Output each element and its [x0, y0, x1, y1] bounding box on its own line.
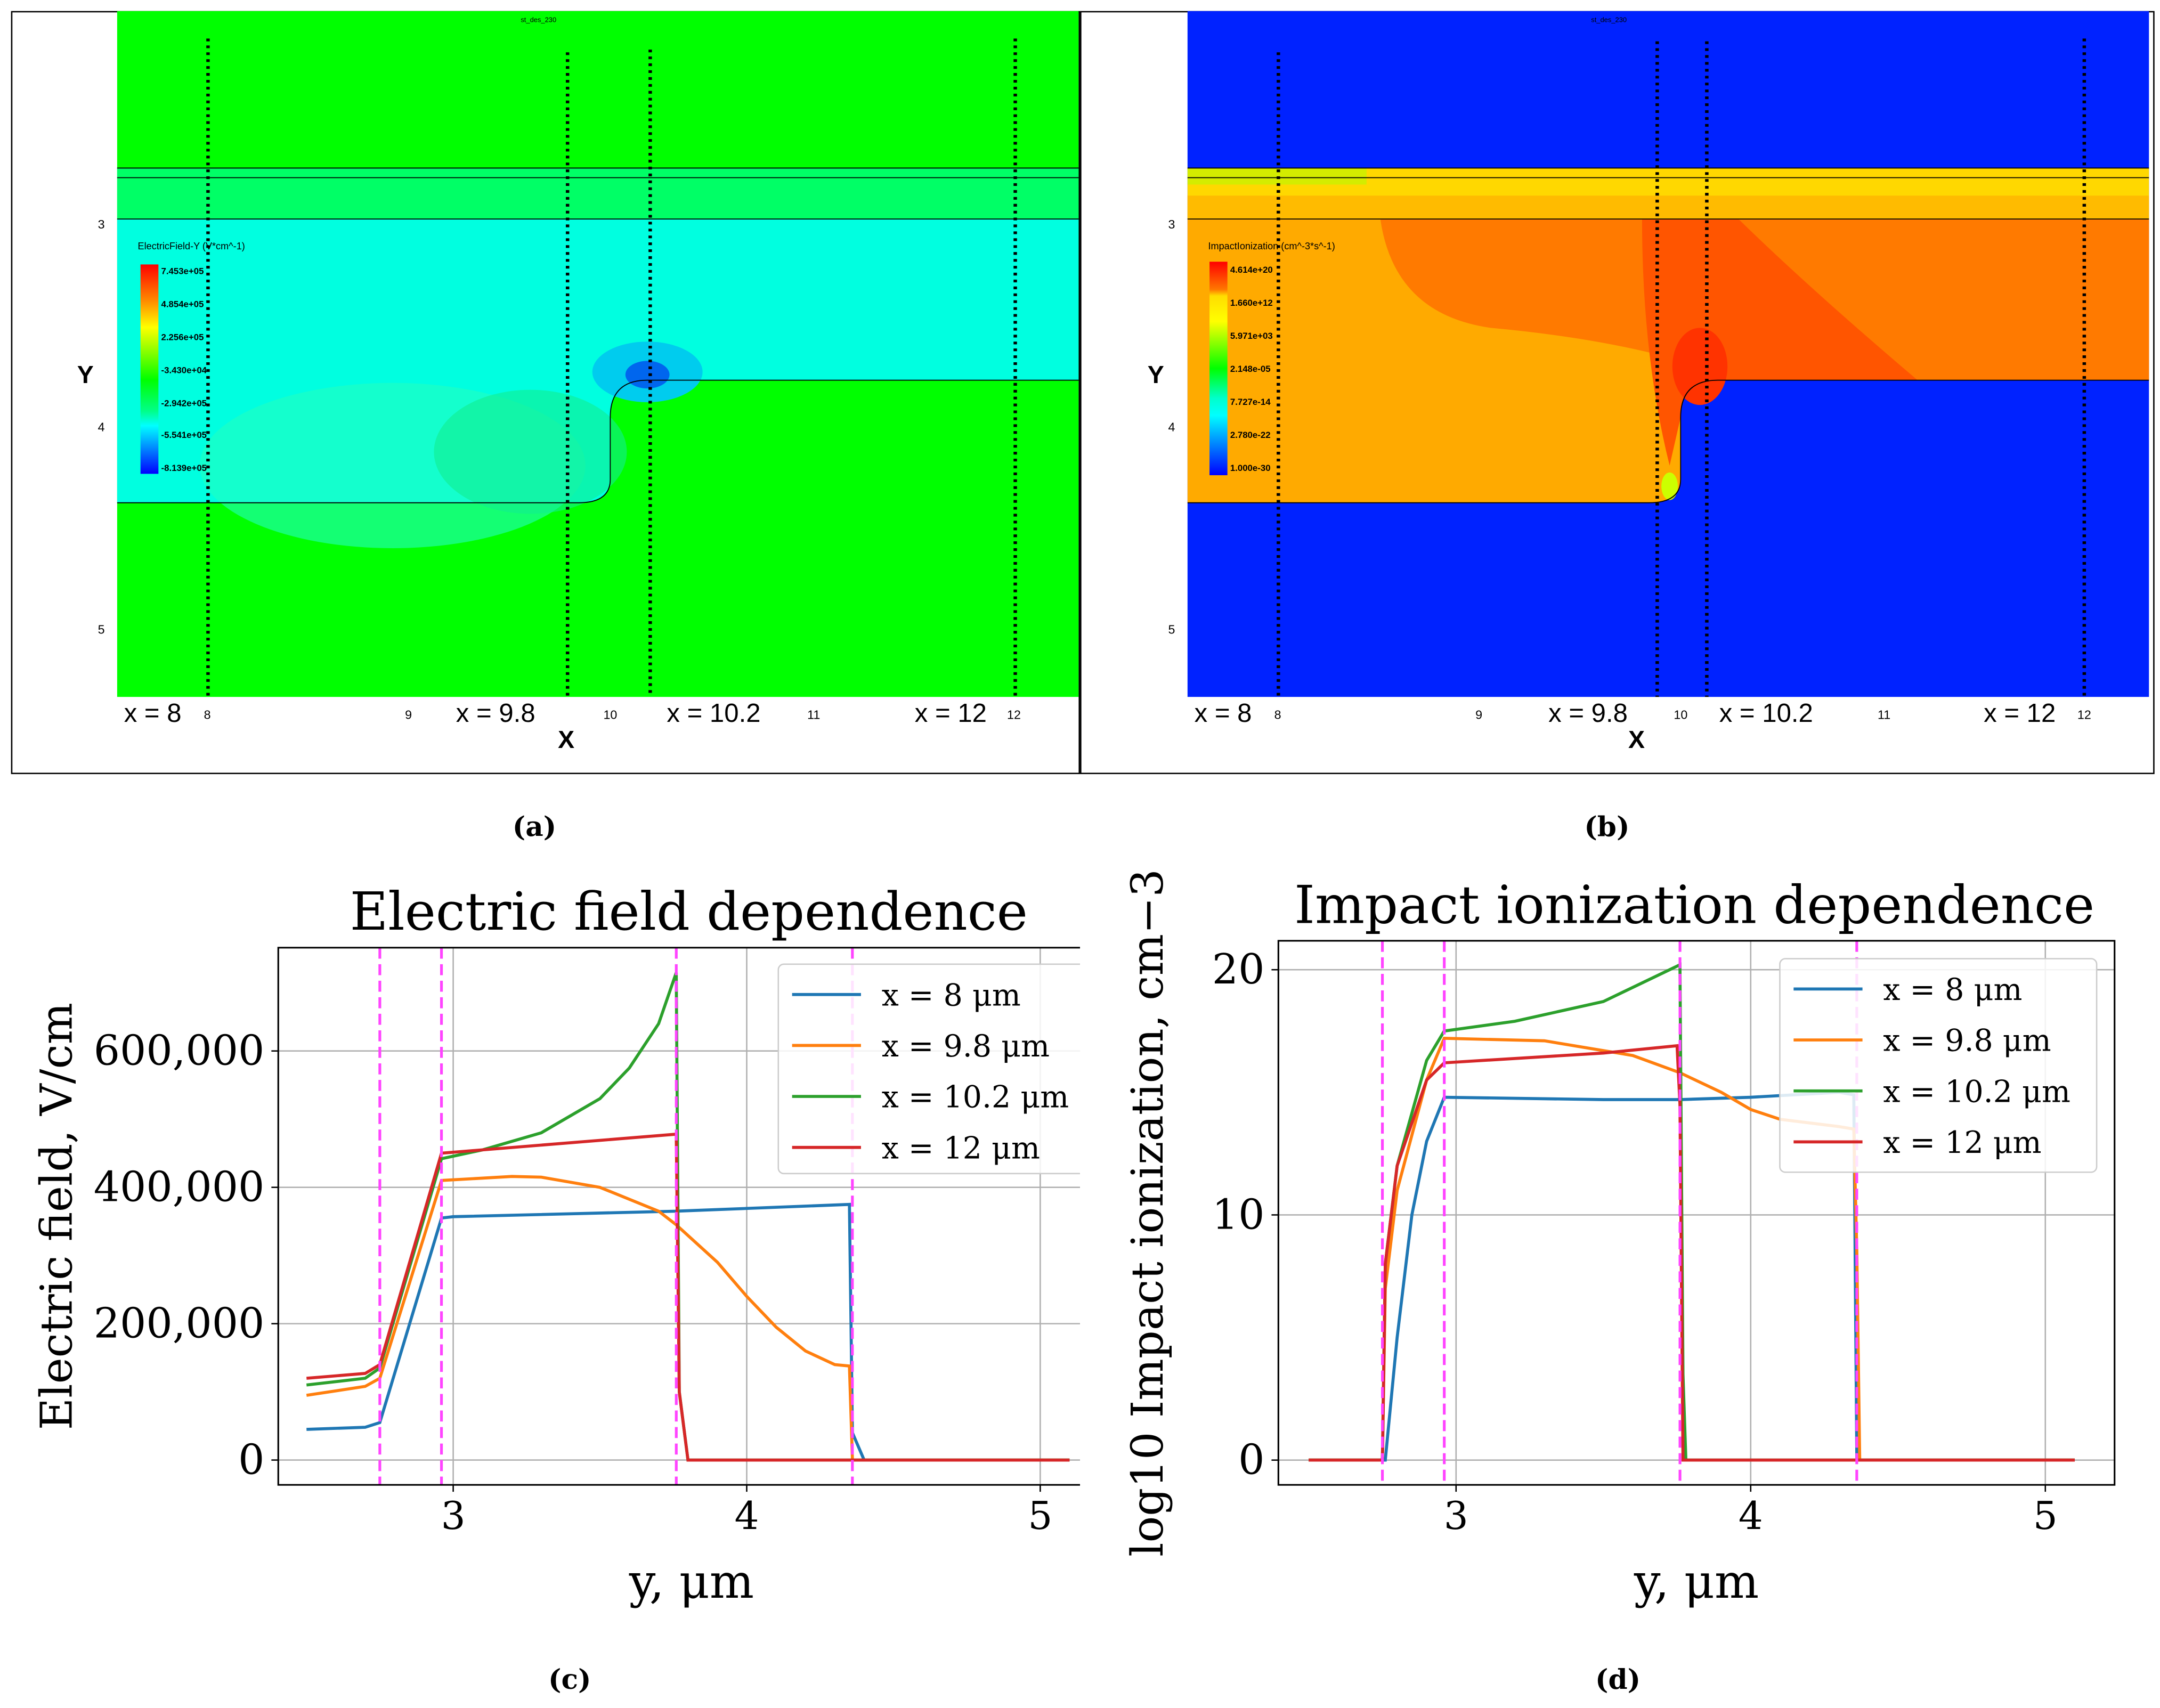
legend-box	[777, 963, 1081, 1175]
x-tick: 9	[405, 707, 412, 722]
legend-value: 1.000e-30	[1230, 464, 1271, 474]
axes-frame	[277, 947, 1081, 1486]
x-axis-label: X	[558, 726, 575, 754]
y-axis-label: Y	[77, 361, 94, 389]
x-tick: 12	[2077, 707, 2091, 722]
legend-value: 2.256e+05	[161, 333, 204, 343]
chart-title: Impact ionization dependence	[1294, 875, 2094, 936]
legend-value: -8.139e+05	[161, 464, 207, 474]
x-tick: 11	[807, 707, 821, 722]
legend-label: x = 10.2 μm	[1883, 1074, 2070, 1109]
x-axis-label: y, μm	[629, 1554, 754, 1609]
legend-value: -3.430e+04	[161, 366, 207, 376]
legend-label: x = 8 μm	[882, 978, 1021, 1013]
chart-electric-field: 3 4 5 0 200,000 400,000 600,000 Electric field …	[30, 882, 1081, 1609]
y-axis-label: log10 Impact ionization, cm−3	[1122, 869, 1173, 1557]
legend-value: 2.148e-05	[1230, 365, 1271, 375]
y-tick-label: 0	[238, 1436, 264, 1484]
legend-label: x = 12 μm	[882, 1130, 1040, 1166]
panel-b-colorbar	[1209, 262, 1228, 475]
legend-value: 7.453e+05	[161, 267, 204, 277]
series-line	[306, 1202, 1070, 1462]
x-tick-label: 3	[1444, 1494, 1468, 1539]
cut-label: x = 10.2	[1719, 700, 1813, 729]
legend-label: x = 8 μm	[1883, 972, 2022, 1007]
legend-value: -2.942e+05	[161, 399, 207, 409]
x-tick-label: 5	[1028, 1494, 1052, 1539]
caption-d: (d)	[1595, 1662, 1641, 1696]
legend-value: 1.660e+12	[1230, 299, 1273, 309]
panel-a-sim-title: st_des_230	[521, 17, 557, 25]
cut-label: x = 8	[1194, 700, 1252, 729]
panel-b-sim-title: st_des_230	[1591, 17, 1627, 25]
cut-label: x = 12	[914, 700, 987, 729]
y-tick: 4	[1168, 420, 1175, 434]
legend-box	[1779, 958, 2098, 1173]
y-tick-label: 400,000	[94, 1164, 265, 1211]
panel-a-field-map	[117, 11, 1079, 697]
x-tick: 10	[603, 707, 618, 722]
legend-value: -5.541e+05	[161, 431, 207, 441]
x-tick-label: 3	[441, 1494, 466, 1539]
x-tick-label: 4	[734, 1494, 759, 1539]
legend-label: x = 9.8 μm	[1883, 1023, 2051, 1059]
caption-b: (b)	[1584, 810, 1630, 843]
y-tick: 3	[98, 217, 105, 232]
legend-value: 7.727e-14	[1230, 398, 1271, 408]
cut-label: x = 10.2	[667, 700, 761, 729]
cut-label: x = 8	[124, 700, 182, 729]
y-tick: 3	[1168, 217, 1175, 232]
panel-b-legend-title: ImpactIonization (cm^-3*s^-1)	[1208, 242, 1335, 253]
y-tick-label: 200,000	[94, 1299, 265, 1347]
x-tick-label: 4	[1739, 1494, 1763, 1539]
panel-a-colorbar	[140, 264, 159, 474]
y-tick: 5	[98, 622, 105, 637]
y-tick-label: 0	[1238, 1436, 1264, 1484]
legend-value: 4.854e+05	[161, 300, 204, 310]
legend-label: x = 9.8 μm	[882, 1029, 1050, 1064]
y-axis-label: Electric field, V/cm	[30, 1003, 82, 1430]
y-tick: 4	[98, 420, 105, 434]
x-tick: 12	[1007, 707, 1021, 722]
panel-a-legend-title: ElectricField-Y (V*cm^-1)	[137, 242, 245, 253]
legend-value: 5.971e+03	[1230, 332, 1273, 342]
x-axis-label: y, μm	[1634, 1554, 1759, 1609]
axes-frame	[1277, 940, 2116, 1486]
y-tick-label: 600,000	[94, 1027, 265, 1075]
x-axis-label: X	[1628, 726, 1645, 754]
caption-c: (c)	[548, 1662, 591, 1696]
y-tick-label: 10	[1212, 1191, 1265, 1239]
y-tick-label: 20	[1212, 946, 1265, 994]
cut-label: x = 9.8	[1548, 700, 1628, 729]
x-tick: 10	[1674, 707, 1688, 722]
chart-title: Electric field dependence	[350, 882, 1028, 942]
legend-label: x = 12 μm	[1883, 1125, 2041, 1160]
x-tick: 8	[1274, 707, 1281, 722]
caption-a: (a)	[512, 810, 557, 843]
x-tick-label: 5	[2033, 1494, 2058, 1539]
legend-value: 2.780e-22	[1230, 431, 1271, 441]
y-axis-label: Y	[1147, 361, 1164, 389]
x-tick: 9	[1475, 707, 1483, 722]
legend-value: 4.614e+20	[1230, 266, 1273, 276]
chart-impact-ionization: 3 4 5 0 10 20 Impact ionization dependence y, μ…	[1122, 869, 2116, 1609]
x-tick: 8	[204, 707, 211, 722]
y-tick: 5	[1168, 622, 1175, 637]
cut-label: x = 9.8	[456, 700, 535, 729]
cut-label: x = 12	[1984, 700, 2056, 729]
panel-b-ionization-map	[1187, 11, 2149, 697]
series-line	[306, 1132, 1070, 1462]
x-tick: 11	[1878, 707, 1891, 722]
legend-label: x = 10.2 μm	[882, 1080, 1069, 1115]
